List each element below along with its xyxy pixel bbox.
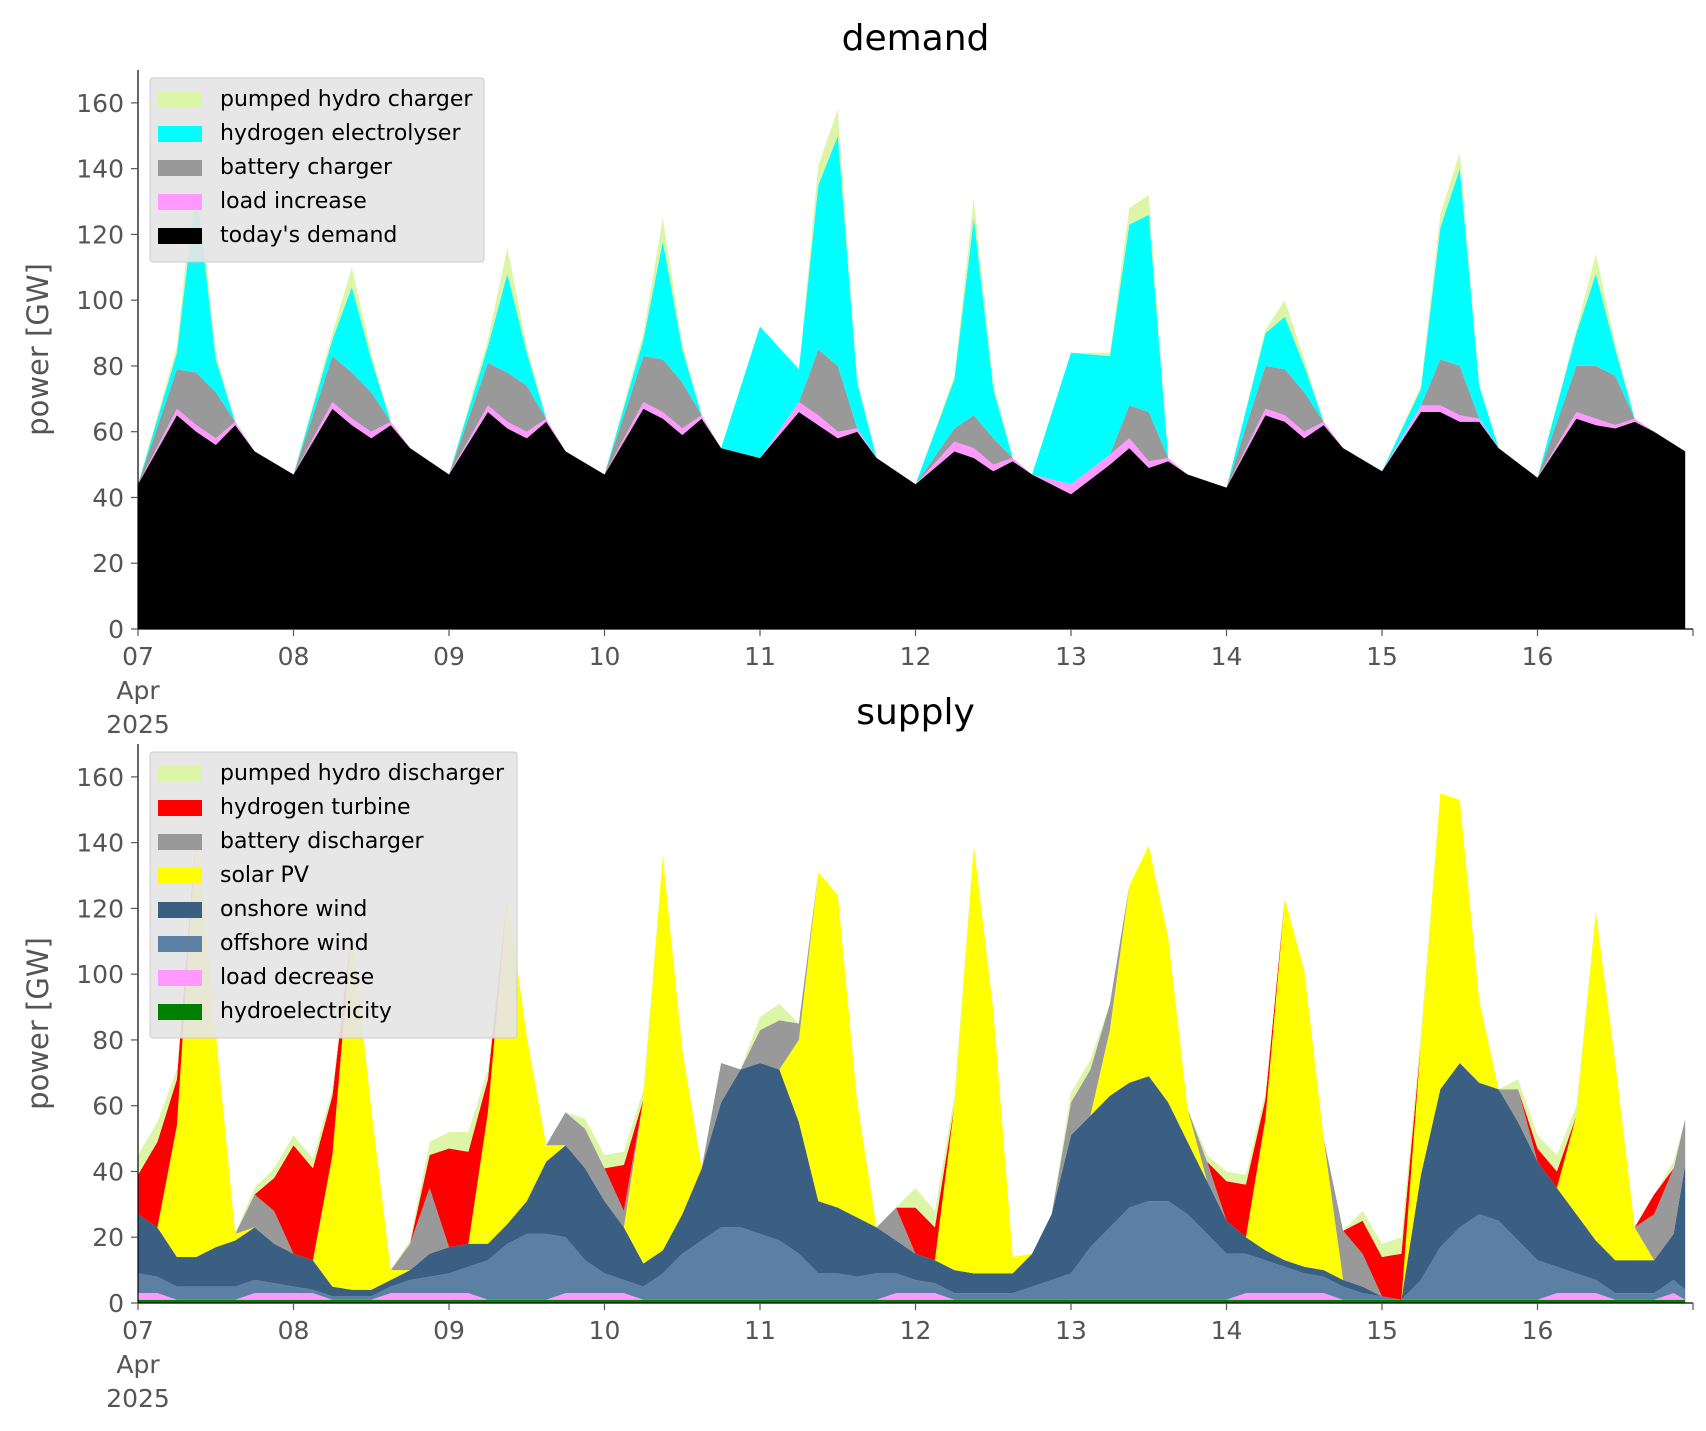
- legend-label: offshore wind: [220, 931, 369, 956]
- x-tick-label: 11: [744, 1316, 776, 1345]
- legend-label: solar PV: [220, 863, 309, 888]
- y-tick-label: 140: [76, 829, 124, 858]
- x-tick-label: 11: [744, 642, 776, 671]
- legend-swatch: [158, 868, 202, 884]
- supply-y-axis-label: power [GW]: [21, 937, 55, 1110]
- legend-label: battery charger: [220, 155, 393, 180]
- legend-label: pumped hydro charger: [220, 87, 473, 112]
- legend-swatch: [158, 92, 202, 108]
- legend-label: load increase: [220, 189, 367, 214]
- y-tick-label: 20: [92, 1223, 124, 1252]
- legend-swatch: [158, 126, 202, 142]
- x-tick-label: 15: [1366, 1316, 1398, 1345]
- legend-swatch: [158, 160, 202, 176]
- x-tick-label: 16: [1522, 1316, 1554, 1345]
- x-tick-label: 13: [1055, 1316, 1087, 1345]
- y-tick-label: 100: [76, 286, 124, 315]
- hydrogen-turbine-area: [138, 793, 1686, 1300]
- hydroelectricity-area: [138, 1299, 1686, 1303]
- x-tick-label: 10: [589, 642, 621, 671]
- legend-box: [149, 751, 518, 1039]
- offshore-wind-area: [138, 1201, 1686, 1300]
- legend-swatch: [158, 766, 202, 782]
- supply-axes: 0 20 40 60 80 100 120 140 160 07 Apr 2025 08 09 10 11 12…: [76, 744, 1694, 1413]
- y-tick-label: 80: [92, 1026, 124, 1055]
- legend-swatch: [158, 228, 202, 244]
- x-tick-label: 14: [1211, 642, 1243, 671]
- legend-swatch: [158, 194, 202, 210]
- demand-chart: demand power [GW] 0204060801001201401600…: [21, 18, 1694, 739]
- x-tick-label: 12: [900, 1316, 932, 1345]
- y-tick-label: 80: [92, 352, 124, 381]
- legend-label: battery discharger: [220, 829, 425, 854]
- y-tick-label: 40: [92, 1157, 124, 1186]
- y-tick-label: 120: [76, 894, 124, 923]
- demand-legend: pumped hydro charger hydrogen electrolyse…: [149, 77, 485, 263]
- x-tick-label: 09: [433, 642, 465, 671]
- legend-label: today's demand: [220, 223, 397, 248]
- y-tick-label: 160: [76, 763, 124, 792]
- x-tick-label: 09: [433, 1316, 465, 1345]
- y-tick-label: 140: [76, 155, 124, 184]
- today-s-demand-area: [138, 408, 1686, 629]
- x-tick-label: 08: [278, 642, 310, 671]
- supply-chart-title: supply: [856, 692, 975, 733]
- legend-swatch: [158, 1004, 202, 1020]
- y-tick-label: 160: [76, 89, 124, 118]
- legend-swatch: [158, 936, 202, 952]
- legend-label: load decrease: [220, 965, 374, 990]
- solar-pv-area: [138, 793, 1686, 1300]
- y-tick-label: 0: [108, 1289, 124, 1318]
- y-tick-label: 100: [76, 960, 124, 989]
- legend-label: onshore wind: [220, 897, 367, 922]
- demand-y-axis-label: power [GW]: [21, 263, 55, 436]
- x-tick-label: 10: [589, 1316, 621, 1345]
- onshore-wind-area: [138, 1063, 1686, 1300]
- legend-box: [149, 77, 485, 263]
- legend-swatch: [158, 970, 202, 986]
- supply-chart: supply power [GW] 0204060801001201401600…: [21, 692, 1694, 1413]
- x-tick-label: 07 Apr 2025: [106, 642, 170, 739]
- y-tick-label: 60: [92, 418, 124, 447]
- load-decrease-area: [138, 1293, 1686, 1300]
- demand-axes: 0 20 40 60 80 100 120 140 160 07 Apr 2025 08 09 10 11 12…: [76, 70, 1694, 739]
- y-tick-label: 40: [92, 483, 124, 512]
- x-tick-label: 15: [1366, 642, 1398, 671]
- supply-area-layers: [138, 793, 1686, 1303]
- legend-label: hydroelectricity: [220, 999, 392, 1024]
- y-tick-label: 120: [76, 220, 124, 249]
- demand-area-layers: [138, 109, 1686, 629]
- x-tick-label: 07 Apr 2025: [106, 1316, 170, 1413]
- legend-swatch: [158, 834, 202, 850]
- demand-chart-title: demand: [842, 18, 990, 59]
- supply-legend: pumped hydro discharger hydrogen turbine b…: [149, 751, 518, 1039]
- x-tick-label: 08: [278, 1316, 310, 1345]
- y-tick-label: 20: [92, 549, 124, 578]
- legend-label: pumped hydro discharger: [220, 761, 505, 786]
- legend-swatch: [158, 902, 202, 918]
- x-tick-label: 16: [1522, 642, 1554, 671]
- y-tick-label: 0: [108, 615, 124, 644]
- x-tick-label: 14: [1211, 1316, 1243, 1345]
- legend-swatch: [158, 800, 202, 816]
- x-tick-label: 13: [1055, 642, 1087, 671]
- legend-label: hydrogen electrolyser: [220, 121, 461, 146]
- x-tick-label: 12: [900, 642, 932, 671]
- legend-label: hydrogen turbine: [220, 795, 411, 820]
- y-tick-label: 60: [92, 1092, 124, 1121]
